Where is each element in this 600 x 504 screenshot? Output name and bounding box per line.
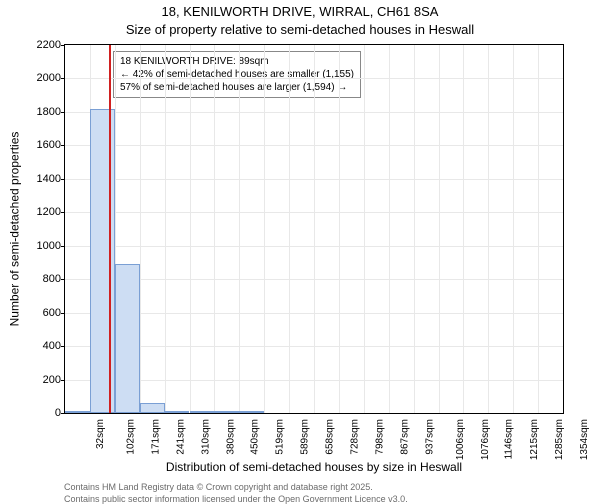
gridline-v — [364, 45, 365, 413]
gridline-v — [239, 45, 240, 413]
gridline-v — [389, 45, 390, 413]
x-tick-label: 1285sqm — [554, 417, 565, 460]
footer-line-2: Contains public sector information licen… — [64, 494, 408, 504]
x-tick-label: 798sqm — [374, 417, 385, 455]
histogram-bar — [239, 411, 264, 413]
y-tick-mark — [61, 112, 65, 113]
histogram-bar — [190, 411, 215, 413]
x-tick-label: 1354sqm — [579, 417, 590, 460]
footer-line-1: Contains HM Land Registry data © Crown c… — [64, 482, 373, 492]
x-tick-label: 589sqm — [300, 417, 311, 455]
y-tick-mark — [61, 380, 65, 381]
gridline-v — [264, 45, 265, 413]
chart-container: 18, KENILWORTH DRIVE, WIRRAL, CH61 8SA S… — [0, 0, 600, 500]
y-tick-mark — [61, 179, 65, 180]
y-tick-mark — [61, 279, 65, 280]
x-tick-label: 241sqm — [175, 417, 186, 455]
annotation-box: 18 KENILWORTH DRIVE: 89sqm← 42% of semi-… — [113, 51, 361, 98]
x-tick-label: 450sqm — [250, 417, 261, 455]
gridline-v — [289, 45, 290, 413]
x-tick-label: 658sqm — [325, 417, 336, 455]
y-axis-label: Number of semi-detached properties — [6, 44, 22, 414]
x-tick-label: 1076sqm — [480, 417, 491, 460]
gridline-v — [439, 45, 440, 413]
histogram-bar — [115, 264, 140, 413]
y-tick-mark — [61, 212, 65, 213]
x-tick-label: 728sqm — [350, 417, 361, 455]
x-tick-label: 1215sqm — [529, 417, 540, 460]
y-tick-mark — [61, 78, 65, 79]
gridline-v — [513, 45, 514, 413]
plot-area: 18 KENILWORTH DRIVE: 89sqm← 42% of semi-… — [64, 44, 564, 414]
annotation-line: 57% of semi-detached houses are larger (… — [120, 81, 354, 94]
title-line-1: 18, KENILWORTH DRIVE, WIRRAL, CH61 8SA — [0, 4, 600, 19]
x-tick-label: 102sqm — [125, 417, 136, 455]
y-tick-mark — [61, 45, 65, 46]
x-tick-label: 867sqm — [399, 417, 410, 455]
gridline-v — [190, 45, 191, 413]
title-line-2: Size of property relative to semi-detach… — [0, 22, 600, 37]
x-tick-label: 1006sqm — [455, 417, 466, 460]
y-tick-mark — [61, 313, 65, 314]
gridline-v — [314, 45, 315, 413]
histogram-bar — [140, 403, 165, 413]
histogram-bar — [65, 411, 90, 413]
x-tick-label: 937sqm — [424, 417, 435, 455]
annotation-line: 18 KENILWORTH DRIVE: 89sqm — [120, 55, 354, 68]
x-tick-label: 380sqm — [225, 417, 236, 455]
gridline-v — [339, 45, 340, 413]
y-tick-mark — [61, 413, 65, 414]
y-tick-mark — [61, 145, 65, 146]
x-tick-label: 171sqm — [150, 417, 161, 455]
gridline-v — [165, 45, 166, 413]
gridline-v — [463, 45, 464, 413]
x-axis-label: Distribution of semi-detached houses by … — [64, 460, 564, 474]
gridline-v — [140, 45, 141, 413]
x-tick-label: 32sqm — [95, 417, 106, 449]
gridline-v — [488, 45, 489, 413]
histogram-bar — [214, 411, 239, 413]
x-tick-label: 310sqm — [200, 417, 211, 455]
gridline-v — [214, 45, 215, 413]
property-marker-line — [109, 45, 111, 413]
x-tick-label: 1146sqm — [504, 417, 515, 459]
y-tick-mark — [61, 246, 65, 247]
gridline-v — [538, 45, 539, 413]
gridline-v — [414, 45, 415, 413]
x-tick-label: 519sqm — [275, 417, 286, 455]
y-tick-mark — [61, 346, 65, 347]
histogram-bar — [165, 411, 190, 413]
